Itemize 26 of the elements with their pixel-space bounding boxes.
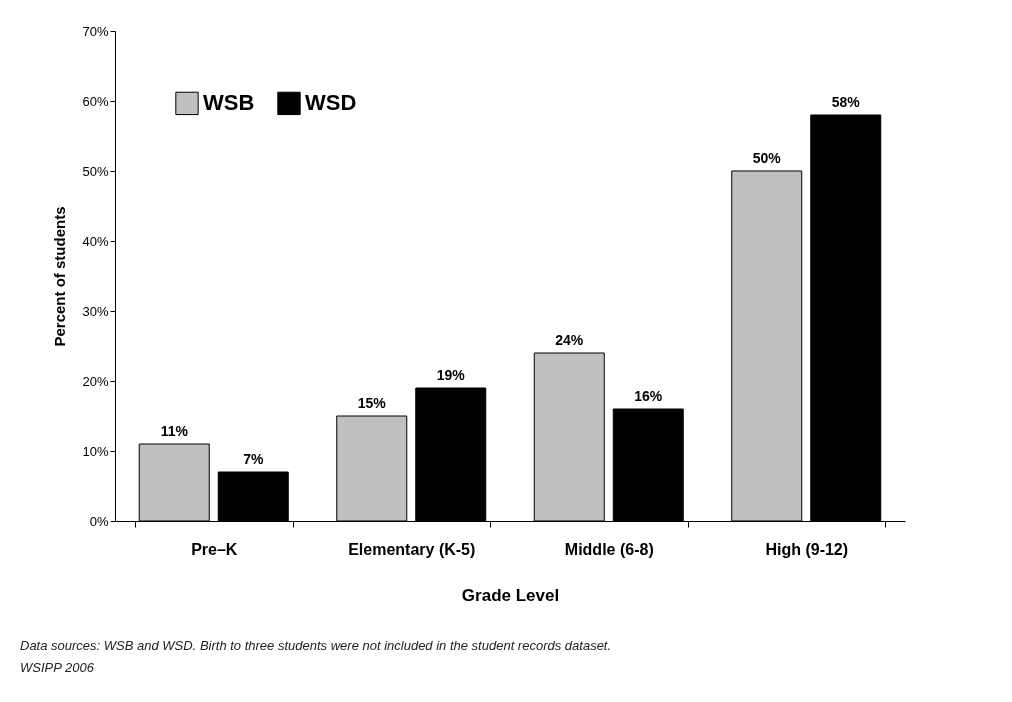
x-tick-label: Middle (6-8)	[564, 540, 654, 558]
x-tick-label: High (9-12)	[765, 540, 849, 558]
data-label: 50%	[752, 150, 782, 166]
x-axis-title: Grade Level	[461, 585, 560, 605]
y-tick-label: 50%	[82, 163, 109, 179]
legend-label: WSD	[305, 90, 357, 116]
y-tick-label: 60%	[82, 93, 109, 109]
legend-label: WSB	[203, 90, 255, 116]
data-label: 19%	[436, 367, 466, 383]
y-tick-label: 20%	[82, 373, 109, 389]
y-tick-label: 0%	[89, 513, 109, 529]
data-label: 11%	[160, 423, 189, 439]
x-tick-label: Pre–K	[191, 540, 238, 558]
data-label: 24%	[555, 332, 584, 348]
y-axis-title: Percent of students	[51, 206, 69, 347]
y-tick-label: 70%	[82, 23, 109, 39]
y-tick-label: 40%	[82, 233, 109, 249]
data-label: 58%	[831, 94, 861, 110]
y-tick-label: 10%	[82, 443, 109, 459]
x-tick-label: Elementary (K-5)	[348, 540, 476, 558]
data-label: 16%	[634, 388, 663, 404]
data-label: 15%	[357, 395, 387, 411]
text: Data sources: WSB and WSD. Birth to three students were not included in the student records dataset.	[20, 638, 612, 653]
data-label: 7%	[243, 451, 264, 467]
y-tick-label: 30%	[82, 303, 109, 319]
text: WSIPP 2006	[20, 660, 95, 675]
